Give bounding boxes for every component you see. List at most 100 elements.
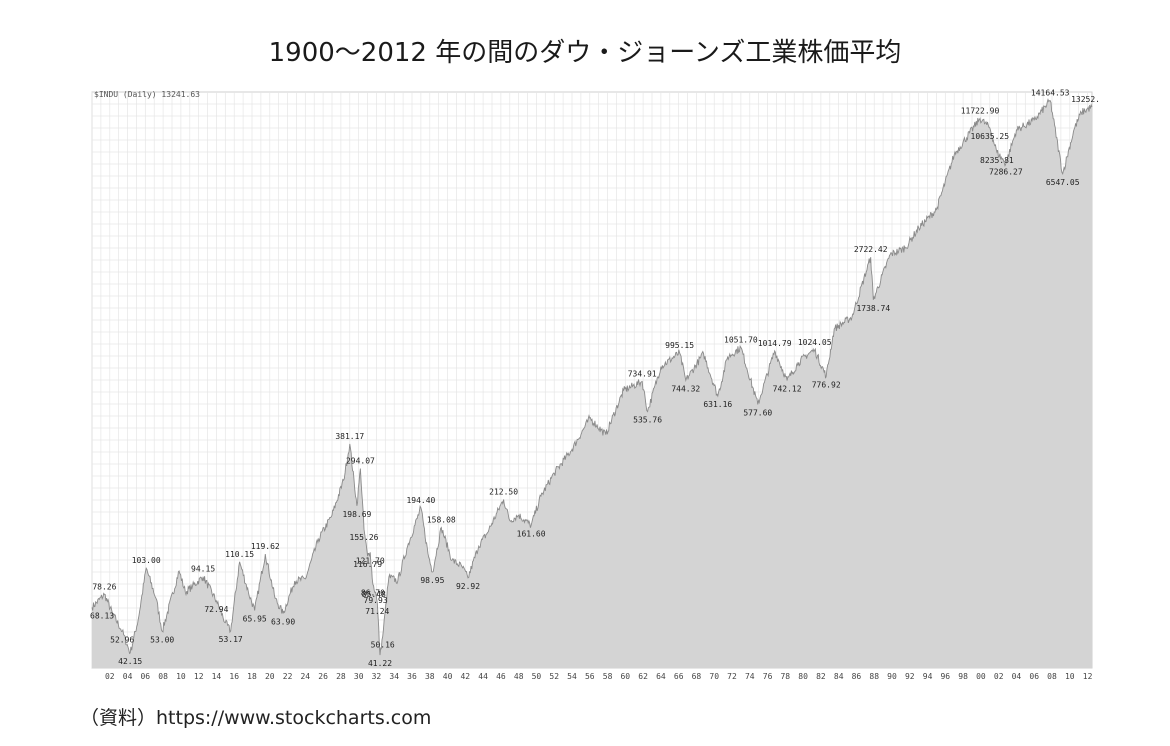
x-tick-label: 10 <box>176 672 186 681</box>
x-tick-label: 46 <box>496 672 506 681</box>
x-tick-label: 30 <box>354 672 364 681</box>
data-label: 98.95 <box>420 576 444 585</box>
data-label: 2722.42 <box>854 245 888 254</box>
x-tick-label: 36 <box>407 672 417 681</box>
x-tick-label: 80 <box>798 672 808 681</box>
data-label: 71.24 <box>365 607 389 616</box>
chart-annotations: 68.13 78.26 52.96 42.15 103.00 53.00 94.15 72.9… <box>90 89 1100 668</box>
x-tick-label: 10 <box>1065 672 1075 681</box>
data-label: 742.12 <box>773 385 802 394</box>
x-tick-label: 02 <box>994 672 1004 681</box>
x-tick-label: 48 <box>514 672 524 681</box>
data-label: 85.48 <box>362 590 386 599</box>
data-label: 776.92 <box>812 380 841 389</box>
x-tick-label: 72 <box>727 672 737 681</box>
data-label: 10635.25 <box>971 132 1010 141</box>
data-label: 155.26 <box>350 533 379 542</box>
data-label: 744.32 <box>671 384 700 393</box>
x-tick-label: 00 <box>976 672 986 681</box>
x-tick-label: 28 <box>336 672 346 681</box>
x-tick-label: 66 <box>674 672 684 681</box>
data-label: 14164.53 <box>1031 89 1070 98</box>
x-tick-label: 86 <box>852 672 862 681</box>
x-tick-label: 98 <box>958 672 968 681</box>
data-label: 53.17 <box>219 635 243 644</box>
x-tick-label: 16 <box>229 672 239 681</box>
data-label: 995.15 <box>665 341 694 350</box>
x-tick-label: 96 <box>940 672 950 681</box>
x-tick-label: 64 <box>656 672 666 681</box>
data-label: 11722.90 <box>961 107 1000 116</box>
data-label: 63.90 <box>271 618 295 627</box>
data-label: 198.69 <box>342 510 371 519</box>
x-tick-label: 52 <box>549 672 559 681</box>
x-tick-label: 34 <box>389 672 399 681</box>
data-label: 535.76 <box>633 416 662 425</box>
data-label: 92.92 <box>456 582 480 591</box>
chart-title: 1900～2012 年の間のダウ・ジョーンズ工業株価平均 <box>268 38 902 68</box>
data-label: 94.15 <box>191 565 215 574</box>
data-label: 7286.27 <box>989 168 1023 177</box>
data-label: 1024.05 <box>798 338 832 347</box>
data-label: 577.60 <box>743 408 772 417</box>
data-label: 381.17 <box>335 432 364 441</box>
x-tick-label: 78 <box>780 672 790 681</box>
data-label: 103.00 <box>132 556 161 565</box>
x-tick-label: 88 <box>869 672 879 681</box>
x-tick-label: 42 <box>460 672 470 681</box>
x-tick-label: 92 <box>905 672 915 681</box>
data-label: 121.70 <box>356 556 385 565</box>
x-tick-label: 56 <box>585 672 595 681</box>
x-tick-label: 32 <box>372 672 382 681</box>
data-label: 212.50 <box>489 487 518 496</box>
x-tick-label: 74 <box>745 672 755 681</box>
data-label: 631.16 <box>703 400 732 409</box>
x-tick-label: 76 <box>763 672 773 681</box>
x-tick-label: 06 <box>1029 672 1039 681</box>
data-label: 13252. <box>1071 95 1100 104</box>
x-tick-label: 04 <box>123 672 133 681</box>
data-label: 110.15 <box>225 550 254 559</box>
data-label: 65.95 <box>243 615 267 624</box>
x-tick-label: 02 <box>105 672 115 681</box>
data-label: 294.07 <box>346 457 375 466</box>
x-tick-label: 84 <box>834 672 844 681</box>
data-label: 53.00 <box>150 635 174 644</box>
data-label: 1738.74 <box>856 304 890 313</box>
x-tick-label: 20 <box>265 672 275 681</box>
chart-header: $INDU (Daily) 13241.63 <box>94 90 200 99</box>
x-tick-label: 70 <box>709 672 719 681</box>
data-label: 1051.70 <box>724 336 758 345</box>
source-note: （資料）https://www.stockcharts.com <box>80 707 432 729</box>
x-tick-label: 12 <box>194 672 204 681</box>
data-label: 78.26 <box>92 582 116 591</box>
x-tick-label: 90 <box>887 672 897 681</box>
x-tick-label: 44 <box>478 672 488 681</box>
x-tick-label: 06 <box>140 672 150 681</box>
data-label: 161.60 <box>517 529 546 538</box>
data-label: 6547.05 <box>1046 178 1080 187</box>
data-label: 79.93 <box>364 596 388 605</box>
x-tick-label: 50 <box>532 672 542 681</box>
x-tick-label: 82 <box>816 672 826 681</box>
data-label: 52.96 <box>110 635 134 644</box>
x-tick-label: 38 <box>425 672 435 681</box>
data-label: 734.91 <box>628 370 657 379</box>
x-axis-ticks: 02 04 06 08 10 12 14 16 18 20 22 24 26 28 30 32 34 36 38 40… <box>105 672 1093 681</box>
x-tick-label: 54 <box>567 672 577 681</box>
data-label: 116.79 <box>353 560 382 569</box>
data-label: 158.08 <box>427 516 456 525</box>
x-tick-label: 62 <box>638 672 648 681</box>
data-label: 50.16 <box>371 641 395 650</box>
x-tick-label: 12 <box>1083 672 1093 681</box>
series-area-fill <box>92 99 1092 668</box>
data-label: 72.94 <box>204 605 228 614</box>
data-label: 68.13 <box>90 611 114 620</box>
x-tick-label: 94 <box>923 672 933 681</box>
series-line <box>91 98 1093 656</box>
chart-area <box>91 98 1093 668</box>
x-tick-label: 24 <box>300 672 310 681</box>
x-tick-label: 26 <box>318 672 328 681</box>
x-tick-label: 60 <box>620 672 630 681</box>
